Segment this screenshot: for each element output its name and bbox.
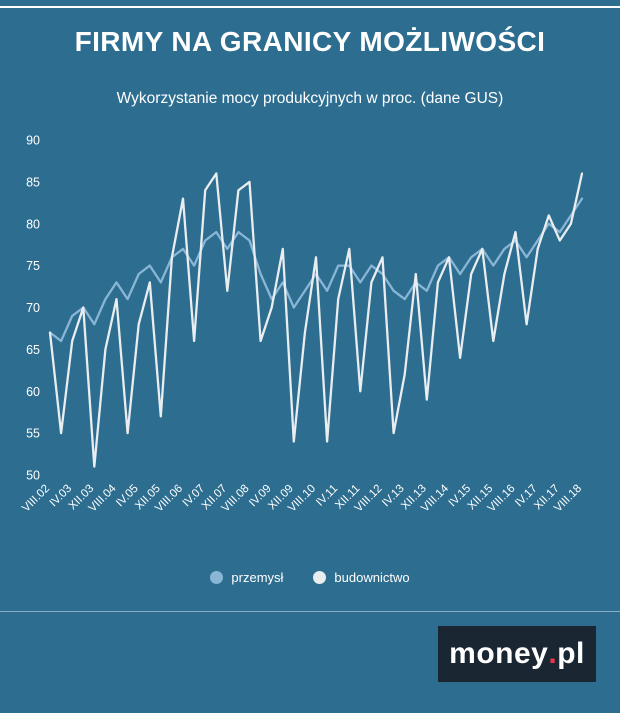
bottom-divider [0, 611, 620, 612]
przemysl-dot-icon [210, 570, 224, 584]
budownictwo-dot-icon [313, 570, 327, 584]
logo-dot: . [548, 637, 558, 670]
money-pl-logo: money. pl [438, 626, 596, 682]
legend-item-budownictwo: budownictwo [313, 569, 410, 585]
y-tick-label: 50 [26, 469, 40, 483]
y-tick-label: 75 [26, 259, 40, 273]
page-subtitle: Wykorzystanie mocy produkcyjnych w proc.… [116, 90, 504, 107]
y-tick-label: 60 [26, 385, 40, 399]
chart-legend: przemysł budownictwo [0, 567, 620, 587]
legend-label-przemysl: przemysł [231, 569, 284, 585]
y-axis-labels: 50 55 60 65 70 75 80 85 90 [26, 134, 40, 483]
x-tick-label: VIII.02 [20, 483, 52, 515]
y-tick-label: 85 [26, 175, 40, 189]
logo-text-pl: pl [557, 637, 585, 670]
y-tick-label: 65 [26, 343, 40, 357]
y-tick-label: 90 [26, 134, 40, 148]
legend-label-budownictwo: budownictwo [334, 569, 410, 585]
infographic-root: { "colors": { "background": "#2c6d90", "… [0, 6, 620, 713]
capacity-utilization-chart: 50 55 60 65 70 75 80 85 90 VIII.02IV.03XII.03VIII… [20, 134, 584, 515]
page-title: FIRMY NA GRANICY MOŻLIWOŚCI [74, 26, 546, 57]
legend-item-przemysl: przemysł [210, 570, 283, 585]
y-tick-label: 70 [26, 301, 40, 315]
budownictwo-line [48, 172, 584, 468]
logo-text-money: money [449, 637, 549, 670]
top-divider [0, 6, 620, 8]
footer: money. pl [0, 612, 620, 682]
y-tick-label: 55 [26, 427, 40, 441]
y-tick-label: 80 [26, 217, 40, 231]
x-axis-labels: VIII.02IV.03XII.03VIII.04IV.05XII.05VIII… [20, 482, 584, 514]
